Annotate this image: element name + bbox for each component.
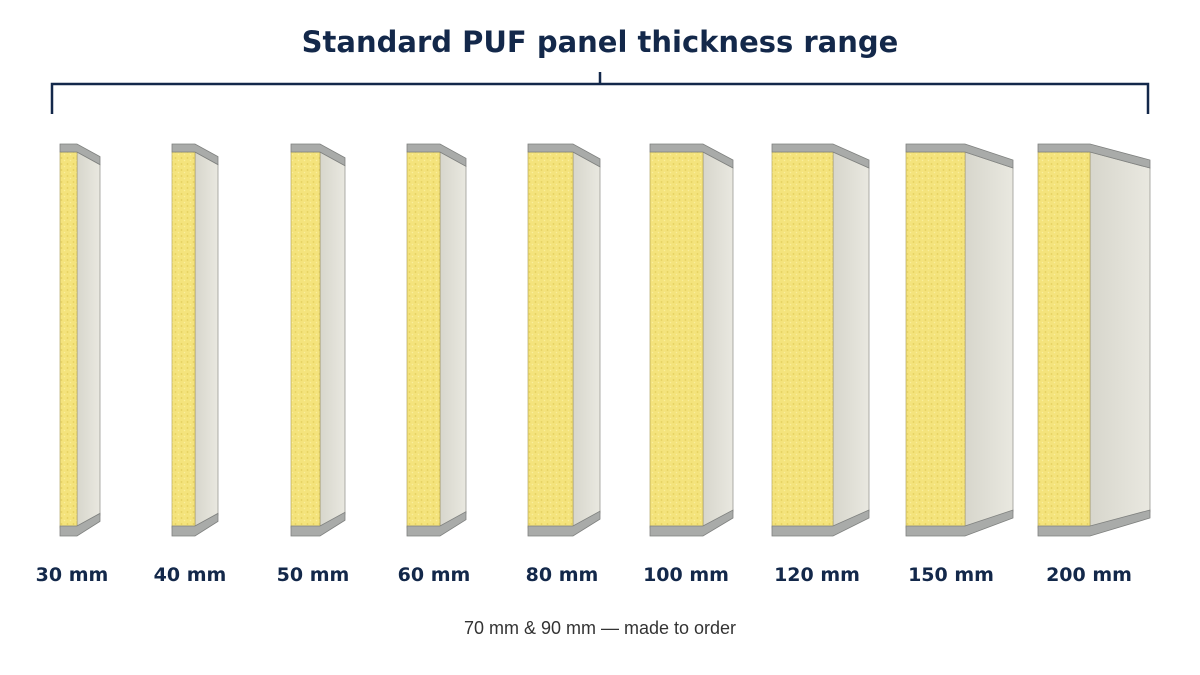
panel-side xyxy=(964,151,1014,529)
panel-side xyxy=(439,151,467,529)
panel xyxy=(649,143,734,537)
panel-bottom-cap xyxy=(59,512,101,537)
panel-face xyxy=(771,151,834,529)
panel-face xyxy=(406,151,441,529)
panel-bottom-cap xyxy=(406,511,467,537)
bracket xyxy=(50,72,1150,114)
panel-side xyxy=(76,151,101,529)
panel xyxy=(771,143,870,537)
panel-face xyxy=(290,151,321,529)
panel xyxy=(527,143,601,537)
panel-label: 150 mm xyxy=(908,564,994,586)
panel xyxy=(406,143,467,537)
panel-bottom-cap xyxy=(171,512,219,537)
panel-side xyxy=(194,151,219,529)
panel-bottom-cap xyxy=(290,511,346,537)
panel-label: 120 mm xyxy=(774,564,860,586)
panel-bottom-cap xyxy=(1037,509,1151,537)
panel-top-cap xyxy=(406,143,467,167)
panel xyxy=(290,143,346,537)
panel-bottom-cap xyxy=(771,509,870,537)
panel-label: 200 mm xyxy=(1046,564,1132,586)
panel-label: 80 mm xyxy=(526,564,599,586)
panel-label: 50 mm xyxy=(277,564,350,586)
panel-side xyxy=(832,151,870,529)
panel-label: 40 mm xyxy=(154,564,227,586)
panel-label: 100 mm xyxy=(643,564,729,586)
panel-top-cap xyxy=(771,143,870,169)
panel-top-cap xyxy=(905,143,1014,169)
panel-bottom-cap xyxy=(905,509,1014,537)
panel xyxy=(905,143,1014,537)
footnote: 70 mm & 90 mm — made to order xyxy=(464,618,736,638)
panel xyxy=(59,143,101,537)
panel-side xyxy=(1089,151,1151,529)
panel xyxy=(1037,143,1151,537)
panel-top-cap xyxy=(171,143,219,166)
panel-top-cap xyxy=(290,143,346,167)
panel-bottom-cap xyxy=(649,509,734,537)
panel-side xyxy=(319,151,346,529)
panel-face xyxy=(171,151,196,529)
panel-top-cap xyxy=(59,143,101,166)
panel-top-cap xyxy=(1037,143,1151,169)
panel-face xyxy=(527,151,574,529)
title: Standard PUF panel thickness range xyxy=(302,25,899,59)
panel xyxy=(171,143,219,537)
panel-face xyxy=(59,151,78,529)
panel-face xyxy=(649,151,704,529)
panel-side xyxy=(702,151,734,529)
panel-top-cap xyxy=(649,143,734,169)
panel-label: 60 mm xyxy=(398,564,471,586)
panel-top-cap xyxy=(527,143,601,168)
panel-face xyxy=(905,151,966,529)
panel-label: 30 mm xyxy=(36,564,109,586)
panel-bottom-cap xyxy=(527,510,601,537)
panel-side xyxy=(572,151,601,529)
panel-face xyxy=(1037,151,1091,529)
